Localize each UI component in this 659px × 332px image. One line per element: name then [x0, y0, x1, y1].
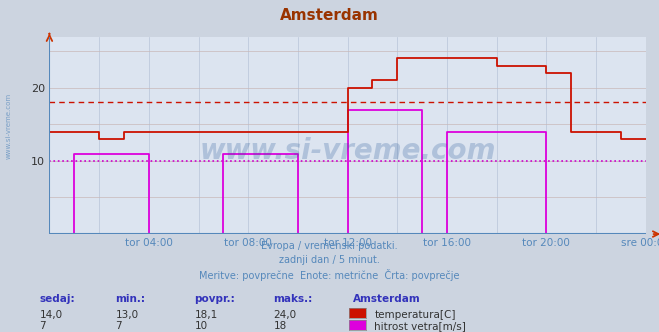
Text: 18,1: 18,1 — [194, 310, 217, 320]
Text: 18: 18 — [273, 321, 287, 331]
Text: Meritve: povprečne  Enote: metrične  Črta: povprečje: Meritve: povprečne Enote: metrične Črta:… — [199, 269, 460, 281]
Text: Evropa / vremenski podatki.: Evropa / vremenski podatki. — [261, 241, 398, 251]
Text: 13,0: 13,0 — [115, 310, 138, 320]
Text: povpr.:: povpr.: — [194, 294, 235, 304]
Text: temperatura[C]: temperatura[C] — [374, 310, 456, 320]
Text: Amsterdam: Amsterdam — [280, 8, 379, 23]
Text: 10: 10 — [194, 321, 208, 331]
Text: www.si-vreme.com: www.si-vreme.com — [200, 137, 496, 165]
Text: hitrost vetra[m/s]: hitrost vetra[m/s] — [374, 321, 466, 331]
Text: maks.:: maks.: — [273, 294, 313, 304]
Text: zadnji dan / 5 minut.: zadnji dan / 5 minut. — [279, 255, 380, 265]
Text: 7: 7 — [40, 321, 46, 331]
Text: 24,0: 24,0 — [273, 310, 297, 320]
Text: 14,0: 14,0 — [40, 310, 63, 320]
Text: 7: 7 — [115, 321, 122, 331]
Text: Amsterdam: Amsterdam — [353, 294, 420, 304]
Text: sedaj:: sedaj: — [40, 294, 75, 304]
Text: min.:: min.: — [115, 294, 146, 304]
Text: www.si-vreme.com: www.si-vreme.com — [6, 93, 12, 159]
